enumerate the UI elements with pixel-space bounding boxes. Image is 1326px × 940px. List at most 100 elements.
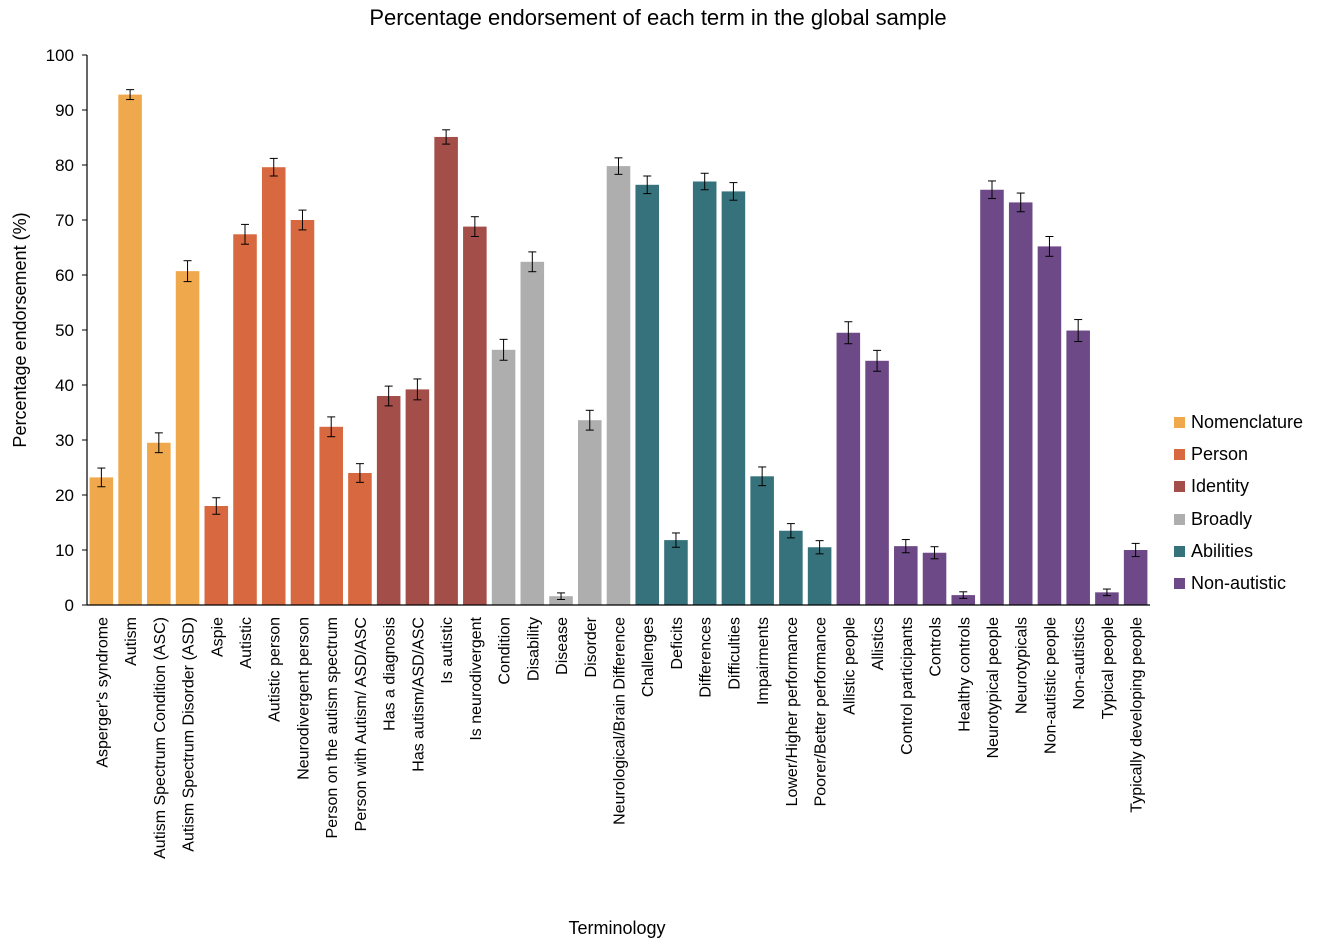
- y-tick-label: 70: [55, 211, 74, 230]
- legend-label: Non-autistic: [1191, 573, 1287, 594]
- legend-item: Nomenclature: [1174, 406, 1303, 438]
- bar: [980, 189, 1004, 605]
- x-tick-label: Disease: [554, 617, 571, 675]
- legend-label: Nomenclature: [1191, 411, 1304, 432]
- x-tick-label: Autism: [123, 617, 140, 666]
- y-tick-label: 80: [55, 156, 74, 175]
- x-tick-label: Allistic people: [841, 617, 858, 715]
- x-tick-label: Impairments: [755, 617, 772, 705]
- x-tick-label: Typical people: [1100, 617, 1117, 719]
- legend-swatch: [1174, 578, 1185, 590]
- x-tick-label: Challenges: [640, 617, 657, 697]
- bar: [204, 506, 229, 605]
- x-tick-label: Has autism/ASD/ASC: [410, 617, 427, 772]
- legend-item: Identity: [1174, 471, 1303, 503]
- x-tick-label: Non-autistics: [1071, 617, 1088, 709]
- x-tick-label: Difficulties: [726, 617, 743, 690]
- legend-item: Person: [1174, 438, 1303, 470]
- x-tick-label: Non-autistic people: [1042, 617, 1059, 754]
- legend-item: Abilities: [1174, 535, 1303, 567]
- bar: [577, 420, 602, 605]
- y-axis-ticks: 0 10 20 30 40 50 60 70 80 90 100: [46, 46, 87, 615]
- legend-label: Abilities: [1191, 540, 1254, 561]
- bar: [434, 136, 458, 605]
- y-tick-label: 100: [46, 46, 74, 65]
- bar: [348, 473, 372, 605]
- bar: [836, 332, 861, 605]
- bar: [520, 261, 545, 605]
- bar: [175, 271, 200, 605]
- x-tick-label: Disorder: [583, 616, 600, 677]
- x-tick-label: Is neurodivergent: [468, 616, 485, 740]
- legend-swatch: [1174, 481, 1185, 493]
- x-tick-label: Differences: [698, 617, 715, 698]
- x-tick-label: Neurodivergent person: [295, 617, 312, 780]
- bar: [1066, 330, 1090, 605]
- x-tick-label: Is autistic: [439, 617, 456, 684]
- chart-title: Percentage endorsement of each term in t…: [369, 5, 947, 30]
- bar: [606, 166, 631, 605]
- x-tick-label: Has a diagnosis: [382, 617, 399, 731]
- bar: [233, 234, 257, 606]
- x-tick-label: Control participants: [899, 617, 916, 755]
- bar: [692, 181, 717, 605]
- x-tick-label: Autistic: [238, 617, 255, 669]
- legend-item: Broadly: [1174, 503, 1303, 535]
- legend-swatch: [1174, 545, 1185, 557]
- bar: [549, 596, 573, 605]
- legend: Nomenclature Person Identity Broadly Abiliti…: [1174, 406, 1303, 600]
- y-tick-label: 40: [55, 376, 74, 395]
- y-tick-label: 0: [65, 596, 74, 615]
- x-tick-label: Poorer/Better performance: [813, 617, 830, 807]
- legend-label: Broadly: [1191, 508, 1253, 529]
- x-tick-label: Aspie: [209, 617, 226, 657]
- bar: [491, 349, 516, 605]
- bar: [750, 476, 774, 605]
- bar: [721, 191, 746, 605]
- bar: [951, 595, 976, 605]
- x-tick-label: Allistics: [870, 617, 887, 670]
- x-tick-label: Asperger's syndrome: [94, 617, 111, 768]
- bar: [463, 226, 487, 605]
- x-axis-ticks: Asperger's syndrome Autism Autism Spectrum…: [94, 616, 1145, 859]
- error-bars: [97, 89, 1140, 600]
- bar: [807, 547, 832, 605]
- bars: [89, 94, 1148, 606]
- bar: [290, 220, 315, 605]
- y-tick-label: 50: [55, 321, 74, 340]
- bar: [376, 396, 401, 605]
- y-tick-label: 90: [55, 101, 74, 120]
- bar: [1037, 246, 1062, 605]
- bar: [635, 184, 660, 606]
- y-tick-label: 60: [55, 266, 74, 285]
- bar: [319, 426, 343, 605]
- bar: [89, 477, 114, 605]
- bar: [1123, 550, 1148, 605]
- bar: [147, 442, 171, 605]
- bar: [865, 360, 889, 605]
- legend-label: Identity: [1191, 476, 1250, 497]
- x-tick-label: Neurotypicals: [1014, 617, 1031, 714]
- y-axis-label: Percentage endorsement (%): [10, 212, 30, 447]
- y-tick-label: 30: [55, 431, 74, 450]
- bar: [261, 167, 286, 605]
- bar: [405, 389, 430, 605]
- legend-swatch: [1174, 513, 1185, 525]
- legend-label: Person: [1191, 443, 1249, 464]
- x-tick-label: Autism Spectrum Disorder (ASD): [181, 617, 198, 852]
- x-tick-label: Neurological/Brain Difference: [612, 617, 629, 825]
- x-tick-label: Person with Autism/ ASD/ASC: [353, 617, 370, 831]
- x-tick-label: Neurotypical people: [985, 617, 1002, 759]
- bar: [1008, 202, 1033, 605]
- y-tick-label: 20: [55, 486, 74, 505]
- x-axis-label: Terminology: [568, 918, 665, 938]
- x-tick-label: Lower/Higher performance: [784, 617, 801, 807]
- bar: [779, 530, 803, 605]
- x-tick-label: Autistic person: [267, 617, 284, 722]
- x-tick-label: Deficits: [669, 617, 686, 669]
- x-tick-label: Typically developing people: [1129, 617, 1146, 813]
- x-tick-label: Healthy controls: [956, 617, 973, 732]
- bar: [664, 540, 688, 605]
- legend-item: Non-autistic: [1174, 567, 1303, 599]
- legend-swatch: [1174, 416, 1185, 428]
